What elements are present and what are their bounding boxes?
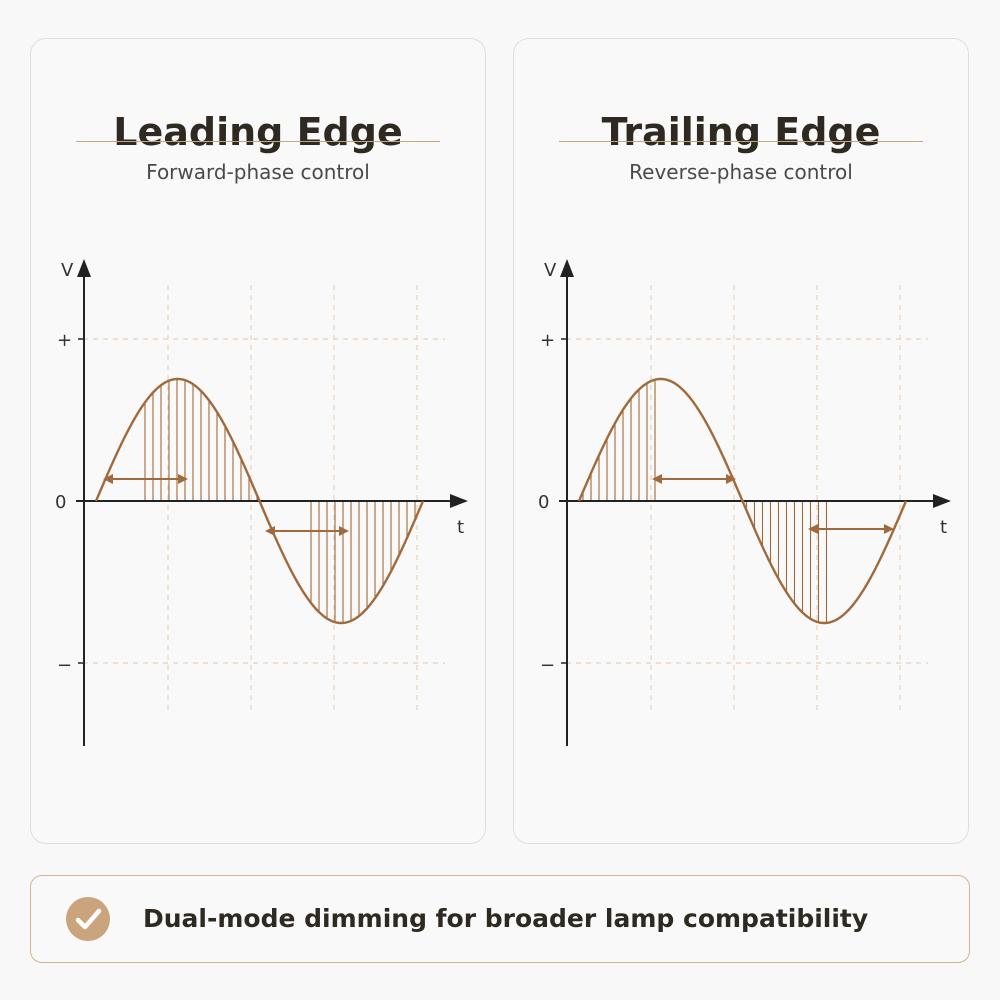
arrow-head-icon: [178, 474, 188, 484]
plus-label: +: [540, 330, 555, 351]
compatibility-banner: Dual-mode dimming for broader lamp compa…: [30, 875, 970, 963]
zero-label: 0: [538, 492, 549, 513]
trailing-edge-card: Trailing Edge Reverse-phase control V t …: [513, 38, 969, 844]
arrow-head-icon: [339, 526, 349, 536]
x-axis-label: t: [457, 517, 464, 538]
y-axis-label: V: [61, 260, 74, 281]
plus-label: +: [57, 330, 72, 351]
y-axis-arrow-icon: [560, 259, 574, 277]
banner-text: Dual-mode dimming for broader lamp compa…: [143, 904, 869, 933]
arrow-head-icon: [103, 474, 113, 484]
title-divider: [76, 141, 440, 142]
check-circle-icon: [66, 897, 110, 941]
card-title: Trailing Edge: [601, 110, 881, 154]
card-subtitle: Forward-phase control: [146, 160, 370, 184]
arrow-head-icon: [808, 524, 818, 534]
minus-label: −: [540, 655, 555, 676]
zero-label: 0: [55, 492, 66, 513]
y-axis-label: V: [544, 260, 557, 281]
card-subtitle: Reverse-phase control: [629, 160, 853, 184]
trailing-edge-waveform: V t + 0 −: [538, 259, 951, 746]
card-title: Leading Edge: [113, 110, 403, 154]
leading-edge-card: Leading Edge Forward-phase control V t +…: [30, 38, 486, 844]
arrow-head-icon: [726, 474, 736, 484]
leading-edge-waveform: V t + 0 −: [55, 259, 468, 746]
arrow-head-icon: [652, 474, 662, 484]
x-axis-label: t: [940, 517, 947, 538]
minus-label: −: [57, 655, 72, 676]
x-axis-arrow-icon: [450, 494, 468, 508]
x-axis-arrow-icon: [933, 494, 951, 508]
title-divider: [559, 141, 923, 142]
arrow-head-icon: [265, 526, 275, 536]
arrow-head-icon: [884, 524, 894, 534]
y-axis-arrow-icon: [77, 259, 91, 277]
